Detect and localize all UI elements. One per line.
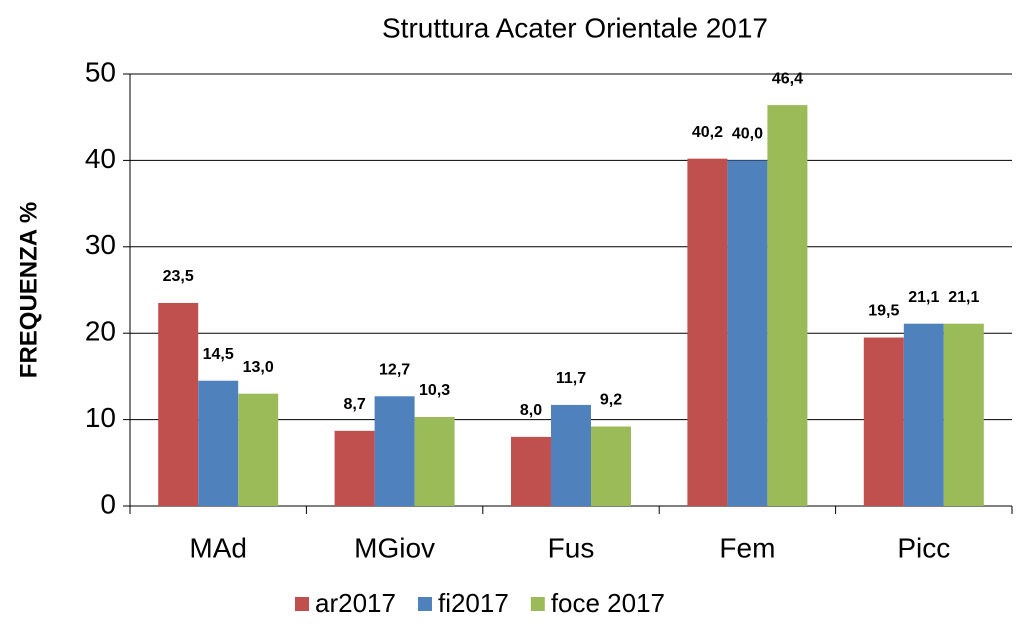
value-label: 14,5 bbox=[203, 346, 234, 363]
bar bbox=[334, 430, 375, 506]
bar bbox=[591, 426, 631, 506]
y-tick-label: 10 bbox=[85, 402, 116, 433]
x-tick-label: Fem bbox=[719, 532, 775, 563]
x-tick-label: MAd bbox=[189, 532, 247, 563]
y-tick-label: 40 bbox=[85, 143, 116, 174]
y-tick-label: 20 bbox=[85, 316, 116, 347]
value-label: 9,2 bbox=[600, 392, 622, 409]
chart-title: Struttura Acater Orientale 2017 bbox=[382, 12, 768, 43]
value-label: 10,3 bbox=[419, 382, 450, 399]
value-label: 19,5 bbox=[868, 303, 899, 320]
value-label: 8,0 bbox=[520, 402, 542, 419]
bar bbox=[511, 436, 551, 506]
legend-label: ar2017 bbox=[315, 588, 396, 618]
legend-label: fi2017 bbox=[438, 588, 509, 618]
y-axis-label: FREQUENZA % bbox=[15, 202, 42, 378]
bar bbox=[238, 393, 279, 506]
x-tick-label: MGiov bbox=[354, 532, 435, 563]
bar bbox=[943, 323, 984, 506]
value-label: 21,1 bbox=[908, 289, 939, 306]
value-label: 12,7 bbox=[379, 361, 410, 378]
bar bbox=[374, 396, 415, 506]
legend-label: foce 2017 bbox=[551, 588, 665, 618]
legend-swatch bbox=[295, 597, 309, 611]
value-label: 13,0 bbox=[243, 359, 274, 376]
bar bbox=[727, 160, 768, 506]
value-label: 23,5 bbox=[163, 268, 194, 285]
value-label: 21,1 bbox=[948, 289, 979, 306]
value-label: 46,4 bbox=[772, 70, 803, 87]
bar bbox=[863, 337, 904, 506]
bar bbox=[687, 158, 728, 506]
bar bbox=[158, 302, 199, 506]
legend-swatch bbox=[417, 597, 432, 611]
bar bbox=[767, 105, 808, 506]
legend-swatch bbox=[530, 597, 545, 611]
x-tick-label: Fus bbox=[548, 532, 595, 563]
value-label: 40,0 bbox=[732, 126, 763, 143]
bar bbox=[414, 417, 455, 506]
x-tick-label: Picc bbox=[897, 532, 950, 563]
value-label: 40,2 bbox=[692, 124, 723, 141]
y-tick-label: 0 bbox=[100, 488, 116, 519]
value-label: 11,7 bbox=[556, 370, 586, 387]
y-tick-label: 50 bbox=[85, 56, 116, 87]
value-label: 8,7 bbox=[343, 396, 365, 413]
bar bbox=[198, 380, 239, 506]
bar bbox=[903, 323, 944, 506]
bar bbox=[551, 404, 591, 506]
y-tick-label: 30 bbox=[85, 229, 116, 260]
